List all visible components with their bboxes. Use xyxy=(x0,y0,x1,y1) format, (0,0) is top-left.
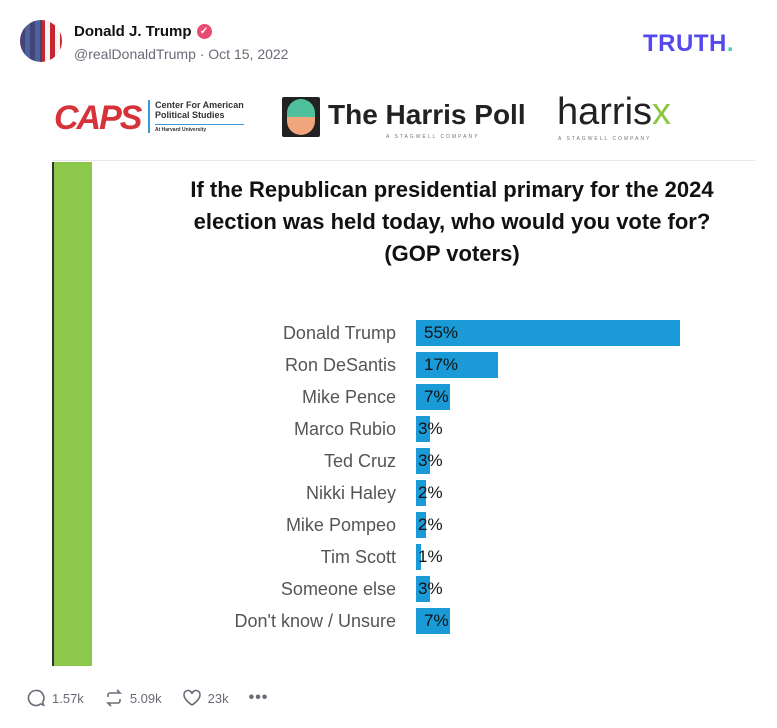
data-label: 2% xyxy=(418,483,443,502)
data-label: 7% xyxy=(424,387,449,406)
bar xyxy=(416,448,431,474)
data-label: 7% xyxy=(424,611,449,630)
chart-title: If the Republican presidential primary f… xyxy=(190,177,714,266)
author-name[interactable]: Donald J. Trump ✓ xyxy=(74,23,212,40)
verified-badge-icon: ✓ xyxy=(196,24,212,39)
harrisx-logo: harrisx xyxy=(557,91,672,133)
reply-count: 1.57k xyxy=(52,690,84,706)
harris-poll-subtitle: A STAGWELL COMPANY xyxy=(386,134,480,140)
more-options-button[interactable]: ••• xyxy=(248,689,269,706)
category-label: Don't know / Unsure xyxy=(234,611,396,631)
category-label: Mike Pompeo xyxy=(285,515,396,535)
bar xyxy=(416,544,421,570)
data-label: 2% xyxy=(418,515,443,534)
category-label: Ted Cruz xyxy=(323,451,396,471)
avatar[interactable] xyxy=(20,20,62,62)
harrisx-subtitle: A STAGWELL COMPANY xyxy=(558,136,652,142)
post-actions: 1.57k 5.09k 23k ••• xyxy=(26,688,288,708)
category-label: Mike Pence xyxy=(301,387,396,407)
data-label: 3% xyxy=(418,419,443,438)
caps-subtitle: Center For American Political Studies At H… xyxy=(148,100,244,133)
green-side-bar xyxy=(52,162,92,666)
post-image[interactable]: CAPS Center For American Political Studie… xyxy=(52,80,755,666)
harris-poll-logo: The Harris Poll xyxy=(328,99,526,130)
retruth-button[interactable]: 5.09k xyxy=(104,688,162,708)
data-label: 17% xyxy=(424,355,459,374)
retruth-count: 5.09k xyxy=(129,690,162,706)
comment-icon xyxy=(27,689,45,707)
bar xyxy=(416,352,498,378)
bar xyxy=(416,320,680,346)
bar xyxy=(416,576,431,602)
category-label: Donald Trump xyxy=(282,323,396,343)
bar xyxy=(416,512,426,538)
poll-logos: CAPS Center For American Political Studie… xyxy=(52,80,755,160)
bar xyxy=(416,416,431,442)
caps-logo: CAPS xyxy=(54,99,142,137)
truth-logo[interactable]: TRUTH. xyxy=(643,30,734,57)
category-label: Tim Scott xyxy=(320,547,396,567)
handle-date: @realDonaldTrump · Oct 15, 2022 xyxy=(74,46,289,62)
harris-poll-logo-mark xyxy=(282,97,320,137)
data-label: 1% xyxy=(418,547,443,566)
data-label: 55% xyxy=(424,323,459,342)
category-label: Someone else xyxy=(280,579,396,599)
bar xyxy=(416,480,426,506)
category-label: Nikki Haley xyxy=(305,483,396,503)
heart-icon xyxy=(182,689,201,706)
category-label: Ron DeSantis xyxy=(284,355,396,375)
data-label: 3% xyxy=(418,451,443,470)
divider xyxy=(52,160,755,161)
repost-icon xyxy=(105,689,122,707)
data-label: 3% xyxy=(418,579,443,598)
bar xyxy=(416,384,450,410)
category-label: Marco Rubio xyxy=(293,419,396,439)
like-button[interactable]: 23k xyxy=(182,688,229,708)
like-count: 23k xyxy=(207,690,229,706)
bar xyxy=(416,608,450,634)
reply-button[interactable]: 1.57k xyxy=(26,688,84,708)
